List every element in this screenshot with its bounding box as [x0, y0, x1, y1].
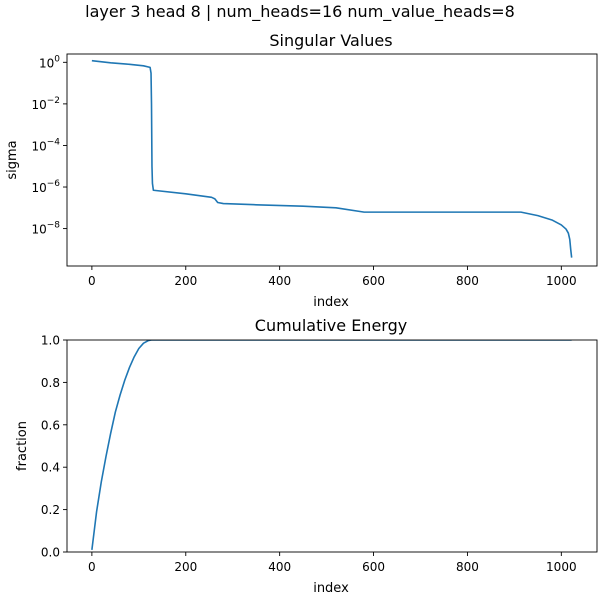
cumulative-energy-xtick-label-0: 0 [88, 560, 96, 574]
singular-values-ytick-label-1: 10−2 [31, 96, 60, 112]
singular-values-xtick-label-800: 800 [456, 274, 479, 288]
cumulative-energy-xtick-label-1000: 1000 [546, 560, 577, 574]
cumulative-energy-xlabel: index [313, 581, 349, 596]
singular-values-ytick-label-4: 10−8 [31, 221, 60, 237]
cumulative-energy-plot-area: 0 200 400 600 800 1000 0.0 0.2 0.4 0.6 0.8 1.0 [41, 334, 598, 574]
figure-suptitle: layer 3 head 8 | num_heads=16 num_value_… [85, 2, 515, 21]
singular-values-frame [66, 53, 598, 267]
cumulative-energy-series-line-0 [91, 340, 572, 550]
singular-values-axes: Singular Values 0 200 400 600 800 1000 100 10−2… [5, 31, 598, 310]
singular-values-xtick-label-200: 200 [174, 274, 197, 288]
singular-values-ytick-label-2: 10−4 [31, 137, 60, 153]
cumulative-energy-title: Cumulative Energy [255, 316, 407, 335]
cumulative-energy-xtick-label-800: 800 [456, 560, 479, 574]
singular-values-series-line-0 [91, 59, 573, 258]
cumulative-energy-xtick-label-600: 600 [362, 560, 385, 574]
singular-values-ylabel: sigma [5, 140, 20, 179]
cumulative-energy-xtick-label-400: 400 [268, 560, 291, 574]
cumulative-energy-ytick-label-2: 0.4 [41, 461, 60, 475]
cumulative-energy-ytick-label-5: 1.0 [41, 334, 60, 348]
cumulative-energy-axes: Cumulative Energy 0 200 400 600 800 1000 0.0 0.… [15, 316, 598, 596]
cumulative-energy-frame [66, 339, 598, 553]
cumulative-energy-ytick-label-4: 0.8 [41, 376, 60, 390]
cumulative-energy-ytick-label-3: 0.6 [41, 418, 60, 432]
singular-values-ytick-label-3: 10−6 [31, 179, 60, 195]
singular-values-title: Singular Values [269, 31, 392, 50]
singular-values-xtick-label-400: 400 [268, 274, 291, 288]
singular-values-plot-area: 0 200 400 600 800 1000 100 10−2 10−4 10−6 10−8 [31, 53, 598, 288]
cumulative-energy-xtick-label-200: 200 [174, 560, 197, 574]
singular-values-xtick-label-1000: 1000 [546, 274, 577, 288]
singular-values-xtick-label-0: 0 [88, 274, 96, 288]
singular-values-xtick-label-600: 600 [362, 274, 385, 288]
cumulative-energy-ytick-label-0: 0.0 [41, 546, 60, 560]
singular-values-ytick-label-0: 100 [39, 54, 60, 70]
cumulative-energy-ytick-label-1: 0.2 [41, 503, 60, 517]
singular-values-xlabel: index [313, 295, 349, 310]
cumulative-energy-ylabel: fraction [15, 421, 30, 471]
